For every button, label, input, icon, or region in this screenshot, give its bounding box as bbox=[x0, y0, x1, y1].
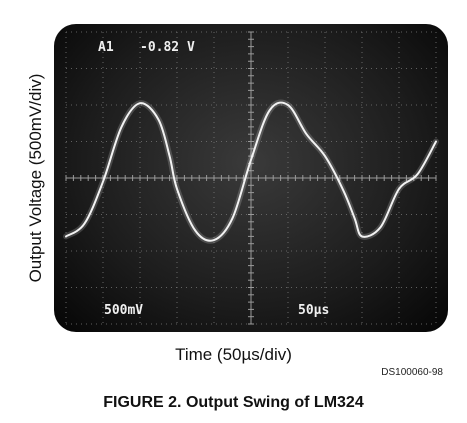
figure-caption: FIGURE 2. Output Swing of LM324 bbox=[103, 394, 364, 411]
y-axis-label: Output Voltage (500mV/div) bbox=[26, 73, 45, 283]
oscilloscope-screen: A1 -0.82 V 500mV 50µs bbox=[54, 24, 448, 332]
vertical-scale-readout: 500mV bbox=[104, 303, 143, 318]
waveform-trace bbox=[65, 101, 437, 242]
horizontal-scale-readout: 50µs bbox=[298, 303, 329, 318]
trace-layer bbox=[63, 99, 439, 244]
oscilloscope-plot: A1 -0.82 V 500mV 50µs bbox=[63, 31, 439, 325]
graticule bbox=[65, 31, 437, 325]
level-readout: -0.82 V bbox=[140, 40, 195, 55]
x-axis-label: Time (50µs/div) bbox=[175, 345, 292, 364]
channel-readout: A1 bbox=[98, 40, 114, 55]
figure-code: DS100060-98 bbox=[381, 367, 443, 378]
